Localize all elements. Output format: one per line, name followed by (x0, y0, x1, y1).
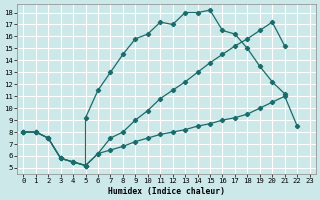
X-axis label: Humidex (Indice chaleur): Humidex (Indice chaleur) (108, 187, 225, 196)
